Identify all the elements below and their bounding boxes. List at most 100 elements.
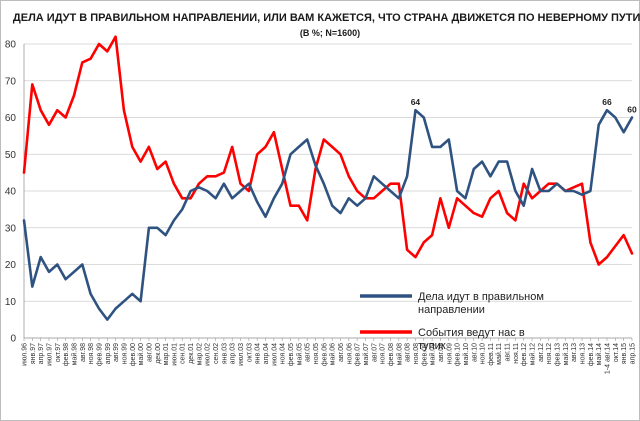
x-tick-label: мар.01 — [163, 343, 170, 365]
x-tick-label: фев.13 — [555, 343, 562, 366]
x-tick-label: июл.04 — [271, 343, 278, 366]
series-line-0 — [22, 108, 634, 321]
y-tick-label: 60 — [5, 113, 17, 124]
x-tick-label: май.98 — [70, 343, 78, 365]
x-tick-label: авг.07 — [371, 343, 378, 362]
x-tick-label: фев.06 — [321, 343, 328, 366]
y-tick-label: 30 — [5, 223, 17, 234]
legend: Дела идут в правильном направлении Событ… — [360, 291, 544, 352]
x-tick-label: сен.02 — [213, 343, 220, 364]
x-tick-label: апр.99 — [105, 343, 112, 364]
series-line-1 — [22, 35, 634, 266]
chart-title: ДЕЛА ИДУТ В ПРАВИЛЬНОМ НАПРАВЛЕНИИ, ИЛИ … — [13, 12, 640, 24]
y-axis: 0 10 20 30 40 50 60 70 80 — [5, 40, 25, 345]
x-tick-label: ноя.08 — [413, 343, 420, 364]
x-tick-label: фев.09 — [421, 343, 428, 366]
x-tick-label: авг.08 — [405, 343, 412, 362]
x-tick-label: фев.12 — [521, 343, 528, 366]
x-tick-label: ноя.05 — [313, 343, 320, 364]
x-tick-label: авг.98 — [80, 343, 87, 362]
x-tick-label: апр.97 — [38, 343, 45, 364]
x-tick-label: июн.01 — [171, 343, 178, 366]
x-tick-label: авг.13 — [571, 343, 578, 362]
x-tick-label: фев.10 — [455, 343, 462, 366]
x-tick-label: авг.00 — [146, 343, 153, 362]
legend-label-right-direction: Дела идут в правильном — [418, 291, 544, 303]
chart-subtitle: (В %; N=1600) — [300, 28, 360, 38]
x-tick-label: фев.98 — [63, 343, 70, 366]
x-tick-label: 1-4 авг.14 — [605, 343, 612, 374]
y-tick-label: 50 — [5, 150, 17, 161]
y-tick-label: 20 — [5, 260, 17, 271]
x-tick-label: апр.03 — [230, 343, 237, 364]
x-tick-label: окт.14 — [613, 343, 620, 362]
x-tick-label: май.09 — [429, 343, 437, 365]
x-tick-label: май.06 — [329, 343, 337, 365]
x-tick-label: ноя.13 — [580, 343, 587, 364]
annotation-label: 60 — [627, 105, 637, 115]
x-tick-label: ноя.06 — [346, 343, 353, 364]
x-tick-label: ноя.09 — [446, 343, 453, 364]
x-tick-label: ноя.11 — [513, 343, 520, 364]
x-tick-label: дек.01 — [188, 343, 195, 364]
x-tick-label: ноя.12 — [546, 343, 553, 364]
y-tick-label: 70 — [5, 76, 17, 87]
annotation-label: 64 — [411, 97, 421, 107]
x-tick-label: сен.01 — [180, 343, 187, 364]
x-tick-label: окт.03 — [246, 343, 253, 362]
x-tick-label: фев.00 — [130, 343, 137, 366]
x-tick-label: май.12 — [529, 343, 537, 365]
x-tick-label: май.13 — [562, 343, 570, 365]
x-tick-label: июл.96 — [22, 343, 29, 366]
x-tick-label: фев.07 — [355, 343, 362, 366]
x-tick-label: янв.15 — [621, 343, 628, 364]
x-tick-label: май.05 — [295, 343, 303, 365]
x-tick-label: июл.97 — [46, 343, 53, 366]
x-tick-label: авг.09 — [438, 343, 445, 362]
annotation-label: 66 — [602, 97, 612, 107]
y-tick-label: 40 — [5, 187, 17, 198]
x-tick-label: авг.06 — [338, 343, 345, 362]
y-tick-label: 0 — [10, 334, 16, 345]
legend-label-right-direction-cont: направлении — [418, 304, 485, 316]
legend-label-dead-end: События ведут нас в — [418, 327, 525, 339]
x-tick-label: авг.11 — [505, 343, 512, 362]
x-tick-label: авг.99 — [113, 343, 120, 362]
x-tick-label: янв.04 — [255, 343, 262, 364]
x-tick-label: май.10 — [462, 343, 470, 365]
y-tick-label: 80 — [5, 40, 17, 51]
x-tick-label: май.14 — [595, 343, 603, 365]
data-annotations: 64 66 60 — [411, 97, 637, 114]
x-tick-label: фев.08 — [388, 343, 395, 366]
x-tick-label: фев.05 — [288, 343, 295, 366]
x-tick-label: май.07 — [362, 343, 370, 365]
x-tick-label: фев.14 — [588, 343, 595, 366]
x-tick-label: янв.97 — [30, 343, 37, 364]
x-tick-label: ноя.98 — [88, 343, 95, 364]
y-tick-label: 10 — [5, 297, 17, 308]
x-tick-label: окт.97 — [55, 343, 62, 362]
x-tick-label: дек.00 — [155, 343, 162, 364]
x-tick-label: авг.05 — [305, 343, 312, 362]
x-tick-label: июл.02 — [205, 343, 212, 366]
x-tick-label: авг.12 — [538, 343, 545, 362]
x-tick-label: ноя.99 — [121, 343, 128, 364]
series-lines — [22, 35, 634, 321]
x-tick-label: май.11 — [495, 343, 503, 365]
x-tick-label: май.08 — [395, 343, 403, 365]
x-tick-label: мар.02 — [196, 343, 203, 365]
x-tick-label: апр.04 — [263, 343, 270, 364]
x-tick-label: фев.99 — [96, 343, 103, 366]
x-tick-label: фев.11 — [488, 343, 495, 366]
x-axis: июл.96 янв.97 апр.97 июл.97 окт.97 фев.98 май.… — [22, 337, 637, 374]
x-tick-label: авг.10 — [471, 343, 478, 362]
x-tick-label: ноя.04 — [280, 343, 287, 364]
x-tick-label: янв.03 — [221, 343, 228, 364]
x-tick-label: апр.15 — [630, 343, 637, 364]
x-tick-label: июл.03 — [238, 343, 245, 366]
x-tick-label: ноя.07 — [380, 343, 387, 364]
x-tick-label: май.00 — [137, 343, 145, 365]
legend-label-dead-end-cont: тупик — [418, 340, 446, 352]
